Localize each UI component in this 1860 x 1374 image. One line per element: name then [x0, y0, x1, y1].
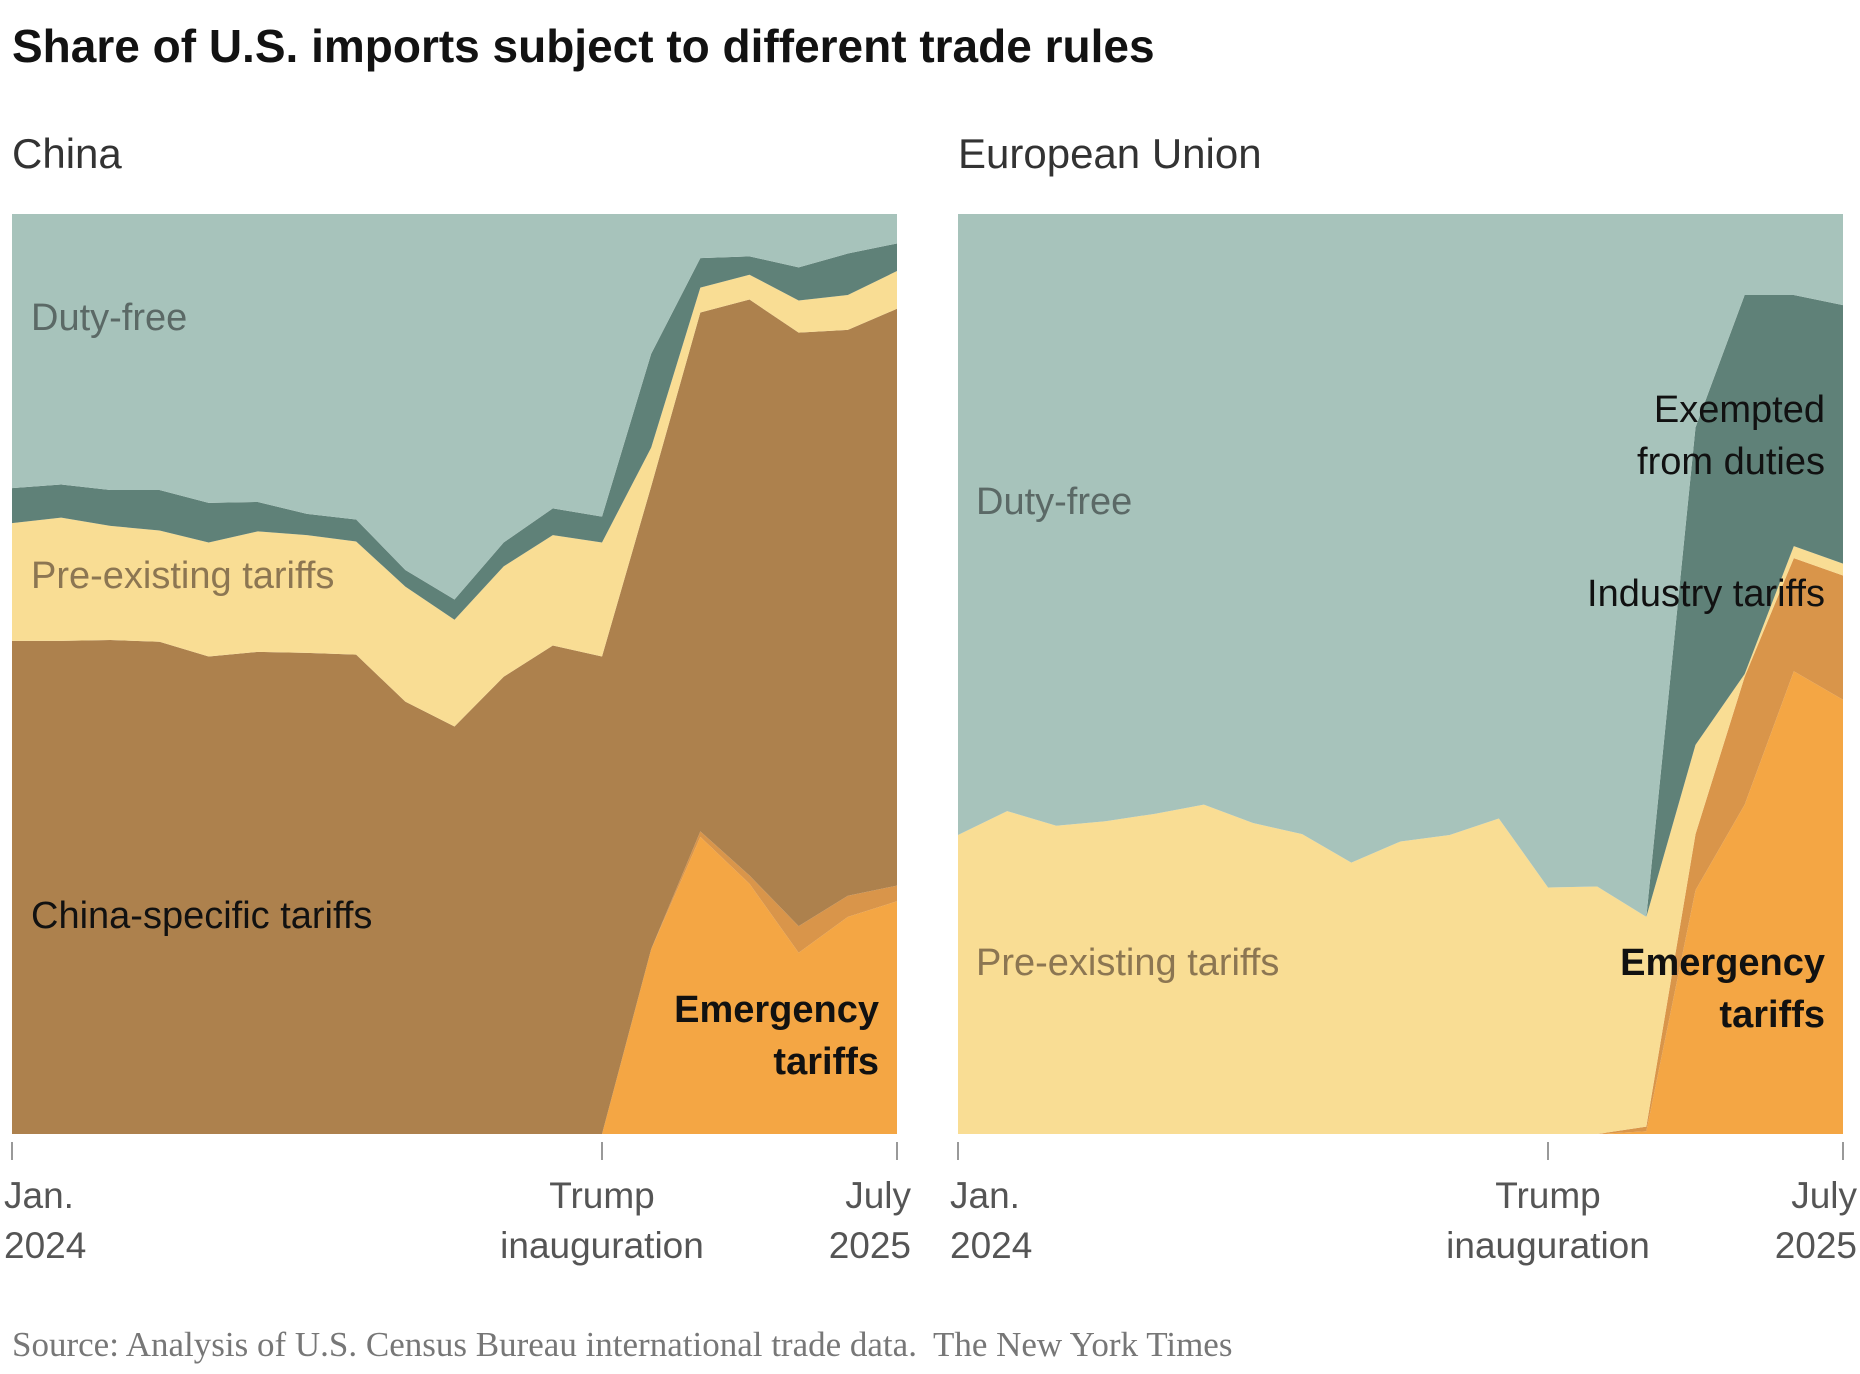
- x-tick-label: Jan. 2024: [4, 1175, 86, 1266]
- text-line: Jan.: [4, 1175, 74, 1216]
- area: [12, 299, 897, 1134]
- x-tick-label: July 2025: [829, 1175, 912, 1266]
- text-line: Pre-existing tariffs: [31, 555, 334, 597]
- text-line: Emergency: [674, 989, 879, 1031]
- panel-title: European Union: [958, 130, 1262, 177]
- text-line: 2024: [950, 1225, 1032, 1266]
- text-line: July: [1791, 1175, 1857, 1216]
- series-label: Pre-existing tariffs: [31, 555, 334, 597]
- x-tick-label: Jan. 2024: [950, 1175, 1032, 1266]
- text-line: inauguration: [1446, 1225, 1650, 1266]
- series-label: Duty-free: [976, 481, 1132, 523]
- series-label: Exempted from duties: [1637, 389, 1825, 483]
- text-line: Trump: [1495, 1175, 1601, 1216]
- text-line: July: [845, 1175, 911, 1216]
- series-label: Emergency tariffs: [1620, 942, 1825, 1036]
- panel-title: China: [12, 130, 122, 177]
- area: [958, 671, 1843, 1134]
- source: Source: Analysis of U.S. Census Bureau i…: [12, 1325, 1232, 1364]
- text-line: Emergency: [1620, 942, 1825, 984]
- area: [12, 271, 897, 727]
- source-text: Source: Analysis of U.S. Census Bureau i…: [12, 1325, 917, 1364]
- text-line: from duties: [1637, 441, 1825, 483]
- text-line: tariffs: [773, 1041, 879, 1083]
- text-line: Exempted: [1654, 389, 1825, 431]
- text-line: Duty-free: [976, 481, 1132, 523]
- text-line: 2024: [4, 1225, 86, 1266]
- area: [958, 294, 1843, 917]
- area: [958, 546, 1843, 1134]
- text-line: Trump: [549, 1175, 655, 1216]
- x-tick-label: July 2025: [1775, 1175, 1858, 1266]
- series-label: Pre-existing tariffs: [976, 942, 1279, 984]
- series-label: Emergency tariffs: [674, 989, 879, 1083]
- series-label: Industry tariffs: [1587, 573, 1825, 615]
- x-tick-label: Trump inauguration: [500, 1175, 704, 1266]
- series-label: China-specific tariffs: [31, 895, 372, 937]
- text-line: Pre-existing tariffs: [976, 942, 1279, 984]
- text-line: Jan.: [950, 1175, 1020, 1216]
- area: [12, 243, 897, 620]
- area: [12, 836, 897, 1134]
- text-line: China-specific tariffs: [31, 895, 372, 937]
- text-line: inauguration: [500, 1225, 704, 1266]
- text-line: tariffs: [1719, 994, 1825, 1036]
- x-tick-label: Trump inauguration: [1446, 1175, 1650, 1266]
- credit: The New York Times: [933, 1325, 1233, 1364]
- text-line: 2025: [829, 1225, 911, 1266]
- area: [12, 214, 897, 600]
- text-line: 2025: [1775, 1225, 1857, 1266]
- text-line: Duty-free: [31, 297, 187, 339]
- area: [958, 214, 1843, 917]
- chart-title: Share of U.S. imports subject to differe…: [12, 20, 1155, 72]
- series-label: Duty-free: [31, 297, 187, 339]
- text-line: Industry tariffs: [1587, 573, 1825, 615]
